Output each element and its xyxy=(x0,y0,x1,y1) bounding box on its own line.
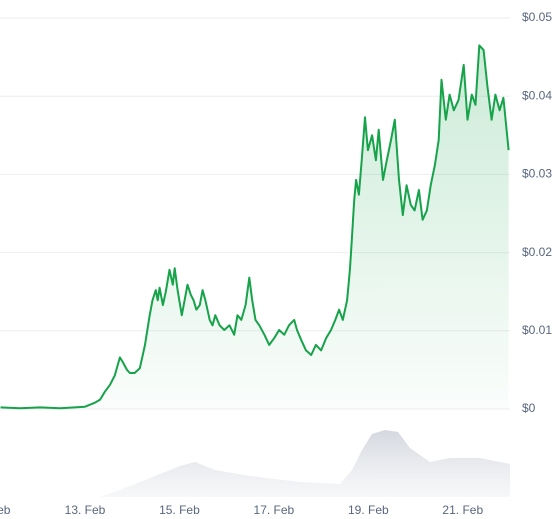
x-tick-label: 19. Feb xyxy=(348,503,389,517)
y-tick-label: $0.03 xyxy=(522,167,552,181)
x-tick-label: 13. Feb xyxy=(65,503,106,517)
price-area xyxy=(0,45,509,410)
x-tick-label: 15. Feb xyxy=(159,503,200,517)
y-tick-label: $0.04 xyxy=(522,88,552,102)
volume-area xyxy=(0,430,510,497)
y-tick-label: $0.01 xyxy=(522,323,552,337)
y-tick-label: $0.02 xyxy=(522,245,552,259)
x-tick-label: 17. Feb xyxy=(254,503,295,517)
x-tick-label: 11. Feb xyxy=(0,503,11,517)
x-tick-label: 21. Feb xyxy=(442,503,483,517)
y-tick-label: $0 xyxy=(522,401,536,415)
y-tick-label: $0.05 xyxy=(522,10,552,24)
price-line xyxy=(0,44,510,410)
